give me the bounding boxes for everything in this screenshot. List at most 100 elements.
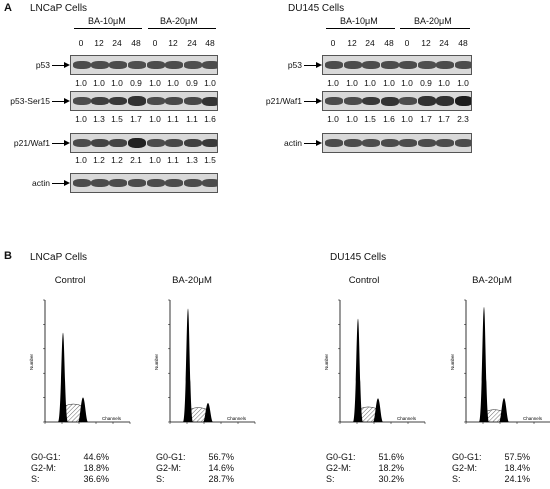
time-point-label: 0: [404, 38, 410, 48]
protein-band: [128, 179, 146, 187]
protein-band: [436, 61, 454, 69]
band-arrow: [304, 62, 322, 68]
phase-name: S:: [156, 474, 165, 484]
phase-percentage: 28.7%: [208, 474, 234, 484]
phase-stat-row: S: 24.1%: [452, 474, 530, 485]
treatment-group-label: BA-20μM: [160, 16, 198, 26]
phase-name: G0-G1:: [31, 452, 61, 462]
time-point-label: 12: [168, 38, 178, 48]
band-quantification: 1.0: [204, 78, 216, 88]
protein-band: [184, 61, 202, 69]
panel-b-letter: B: [4, 250, 12, 262]
band-quantification: 1.3: [93, 114, 105, 124]
band-quantification: 1.6: [383, 114, 395, 124]
g2-m-peak: [373, 398, 383, 422]
protein-band: [399, 61, 417, 69]
western-blot-strip: [322, 55, 472, 75]
protein-band: [184, 138, 202, 148]
y-axis-label: Number: [324, 353, 329, 370]
band-quantification: 1.0: [364, 78, 376, 88]
treatment-group-label: BA-10μM: [340, 16, 378, 26]
x-axis-label: Channels: [227, 416, 247, 421]
g0-g1-peak: [479, 307, 489, 422]
band-quantification: 1.1: [186, 114, 198, 124]
protein-band: [91, 96, 109, 106]
phase-stat-row: G0-G1: 44.6%: [31, 452, 109, 463]
band-quantification: 1.7: [130, 114, 142, 124]
blot-label-actin: actin: [32, 178, 50, 188]
protein-band: [455, 61, 471, 69]
phase-name: S:: [31, 474, 40, 484]
band-quantification: 1.0: [401, 78, 413, 88]
band-quantification: 1.0: [383, 78, 395, 88]
lncap-blot-title: LNCaP Cells: [30, 3, 88, 14]
band-quantification: 0.9: [420, 78, 432, 88]
time-point-label: 12: [347, 38, 357, 48]
phase-stat-row: G2-M: 18.4%: [452, 463, 530, 474]
phase-name: G0-G1:: [156, 452, 186, 462]
band-quantification: 1.7: [438, 114, 450, 124]
band-quantification: 1.0: [75, 155, 87, 165]
y-axis-label: Number: [154, 353, 159, 370]
band-quantification: 2.3: [457, 114, 469, 124]
band-arrow: [52, 98, 70, 104]
protein-band: [184, 97, 202, 105]
protein-band: [165, 179, 183, 187]
phase-percentage: 56.7%: [208, 452, 234, 462]
phase-name: G2-M:: [31, 463, 57, 473]
band-quantification: 1.5: [111, 114, 123, 124]
blot-label-p21-waf1: p21/Waf1: [265, 96, 302, 106]
treatment-group-label: BA-10μM: [88, 16, 126, 26]
time-point-label: 12: [421, 38, 431, 48]
band-quantification: 1.0: [149, 155, 161, 165]
protein-band: [73, 139, 91, 147]
protein-band: [362, 96, 380, 106]
western-blot-strip: [70, 133, 218, 153]
time-point-label: 12: [94, 38, 104, 48]
band-quantification: 1.0: [438, 78, 450, 88]
protein-band: [381, 139, 399, 147]
g2-m-peak: [499, 398, 509, 422]
band-quantification: 1.0: [75, 114, 87, 124]
protein-band: [91, 139, 109, 147]
band-quantification: 2.1: [130, 155, 142, 165]
panel-a-letter: A: [4, 2, 12, 14]
protein-band: [455, 95, 471, 107]
phase-stat-row: S: 30.2%: [326, 474, 404, 485]
phase-stat-row: G0-G1: 56.7%: [156, 452, 234, 463]
band-quantification: 1.7: [420, 114, 432, 124]
protein-band: [362, 61, 380, 69]
protein-band: [73, 179, 91, 187]
band-arrow: [52, 140, 70, 146]
time-point-label: 0: [330, 38, 336, 48]
protein-band: [91, 61, 109, 69]
phase-name: G2-M:: [452, 463, 478, 473]
time-point-label: 24: [187, 38, 197, 48]
g0-g1-peak: [183, 308, 193, 422]
lncap-flow-title: LNCaP Cells: [30, 252, 88, 263]
treatment-group-line: [148, 28, 216, 29]
protein-band: [381, 96, 399, 106]
band-quantification: 1.0: [457, 78, 469, 88]
treatment-group-line: [74, 28, 142, 29]
blot-label-p21-waf1: p21/Waf1: [13, 138, 50, 148]
protein-band: [202, 138, 217, 148]
time-point-label: 48: [458, 38, 468, 48]
treatment-group-line: [400, 28, 470, 29]
band-quantification: 1.0: [346, 78, 358, 88]
band-quantification: 1.3: [186, 155, 198, 165]
protein-band: [91, 179, 109, 187]
histogram-title: BA-20μM: [172, 275, 212, 286]
protein-band: [325, 97, 343, 105]
protein-band: [109, 139, 127, 147]
protein-band: [325, 61, 343, 69]
treatment-group-label: BA-20μM: [414, 16, 452, 26]
protein-band: [418, 61, 436, 69]
band-quantification: 1.0: [401, 114, 413, 124]
g0-g1-peak: [58, 332, 68, 422]
protein-band: [455, 139, 471, 147]
protein-band: [73, 97, 91, 105]
histogram-title: Control: [54, 275, 86, 286]
time-point-label: 24: [112, 38, 122, 48]
phase-name: G2-M:: [156, 463, 182, 473]
